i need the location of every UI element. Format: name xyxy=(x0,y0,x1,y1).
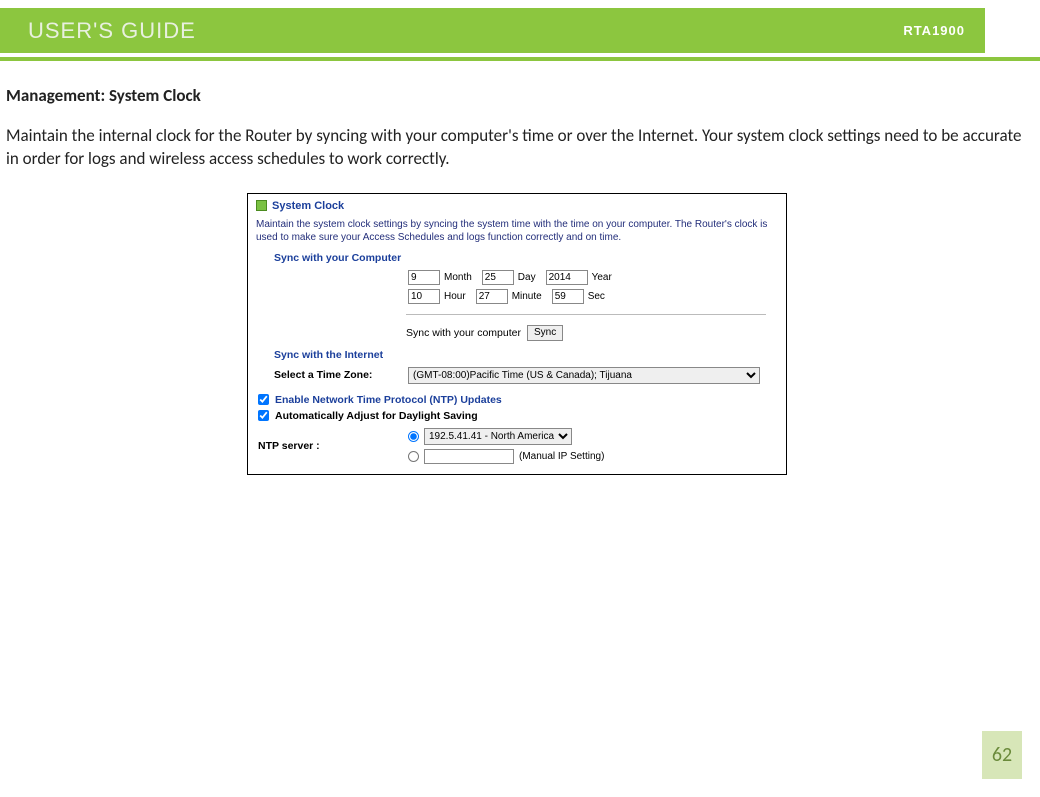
minute-input[interactable] xyxy=(476,289,508,304)
ntp-manual-label: (Manual IP Setting) xyxy=(519,451,604,462)
month-unit: Month xyxy=(444,272,472,283)
ntp-server-label: NTP server : xyxy=(258,440,408,452)
ntp-server-row: NTP server : 192.5.41.41 - North America… xyxy=(256,428,778,464)
page-content: Management: System Clock Maintain the in… xyxy=(0,61,1040,475)
year-unit: Year xyxy=(592,272,612,283)
dst-label: Automatically Adjust for Daylight Saving xyxy=(275,410,478,422)
system-clock-panel: System Clock Maintain the system clock s… xyxy=(247,193,787,475)
hour-input[interactable] xyxy=(408,289,440,304)
sync-computer-action-row: Sync with your computer Sync xyxy=(406,325,778,341)
sync-text: Sync with your computer xyxy=(406,327,521,339)
ntp-server-options: 192.5.41.41 - North America (Manual IP S… xyxy=(408,428,604,464)
year-input[interactable] xyxy=(546,270,588,285)
panel-description: Maintain the system clock settings by sy… xyxy=(256,218,778,244)
guide-title: USER'S GUIDE xyxy=(28,18,196,44)
current-time-date-row: Current Time: Month Day Year xyxy=(274,270,778,285)
sync-internet-heading: Sync with the Internet xyxy=(274,349,778,361)
ntp-manual-radio[interactable] xyxy=(408,451,419,462)
header-green-strip: USER'S GUIDE RTA1900 xyxy=(0,8,985,53)
ntp-server-manual-line: (Manual IP Setting) xyxy=(408,449,604,464)
current-time-time-row: Hour Minute Sec xyxy=(274,289,778,304)
model-number: RTA1900 xyxy=(903,23,965,38)
current-time-label: Current Time: xyxy=(274,271,404,283)
panel-title: System Clock xyxy=(272,200,344,212)
timezone-select[interactable]: (GMT-08:00)Pacific Time (US & Canada); T… xyxy=(408,367,760,384)
sync-button[interactable]: Sync xyxy=(527,325,563,341)
timezone-label: Select a Time Zone: xyxy=(274,369,404,381)
ntp-server-preset-line: 192.5.41.41 - North America xyxy=(408,428,604,445)
month-input[interactable] xyxy=(408,270,440,285)
section-title: Management: System Clock xyxy=(6,85,1028,106)
minute-unit: Minute xyxy=(512,291,542,302)
ntp-enable-checkbox[interactable] xyxy=(258,394,269,405)
dst-row: Automatically Adjust for Daylight Saving xyxy=(258,410,778,422)
panel-header: System Clock xyxy=(256,200,778,212)
sec-input[interactable] xyxy=(552,289,584,304)
square-icon xyxy=(256,200,267,211)
hour-unit: Hour xyxy=(444,291,466,302)
timezone-row: Select a Time Zone: (GMT-08:00)Pacific T… xyxy=(274,367,778,384)
sync-computer-heading: Sync with your Computer xyxy=(274,252,778,264)
header-bar: USER'S GUIDE RTA1900 xyxy=(0,6,1040,61)
panel-wrap: System Clock Maintain the system clock s… xyxy=(6,193,1028,475)
sec-unit: Sec xyxy=(588,291,605,302)
ntp-manual-input[interactable] xyxy=(424,449,514,464)
day-input[interactable] xyxy=(482,270,514,285)
ntp-preset-radio[interactable] xyxy=(408,431,419,442)
dst-checkbox[interactable] xyxy=(258,410,269,421)
divider xyxy=(406,314,766,315)
section-description: Maintain the internal clock for the Rout… xyxy=(6,124,1028,171)
ntp-enable-row: Enable Network Time Protocol (NTP) Updat… xyxy=(258,394,778,406)
ntp-enable-label: Enable Network Time Protocol (NTP) Updat… xyxy=(275,394,502,406)
ntp-server-select[interactable]: 192.5.41.41 - North America xyxy=(424,428,572,445)
day-unit: Day xyxy=(518,272,536,283)
page-number: 62 xyxy=(982,731,1022,779)
